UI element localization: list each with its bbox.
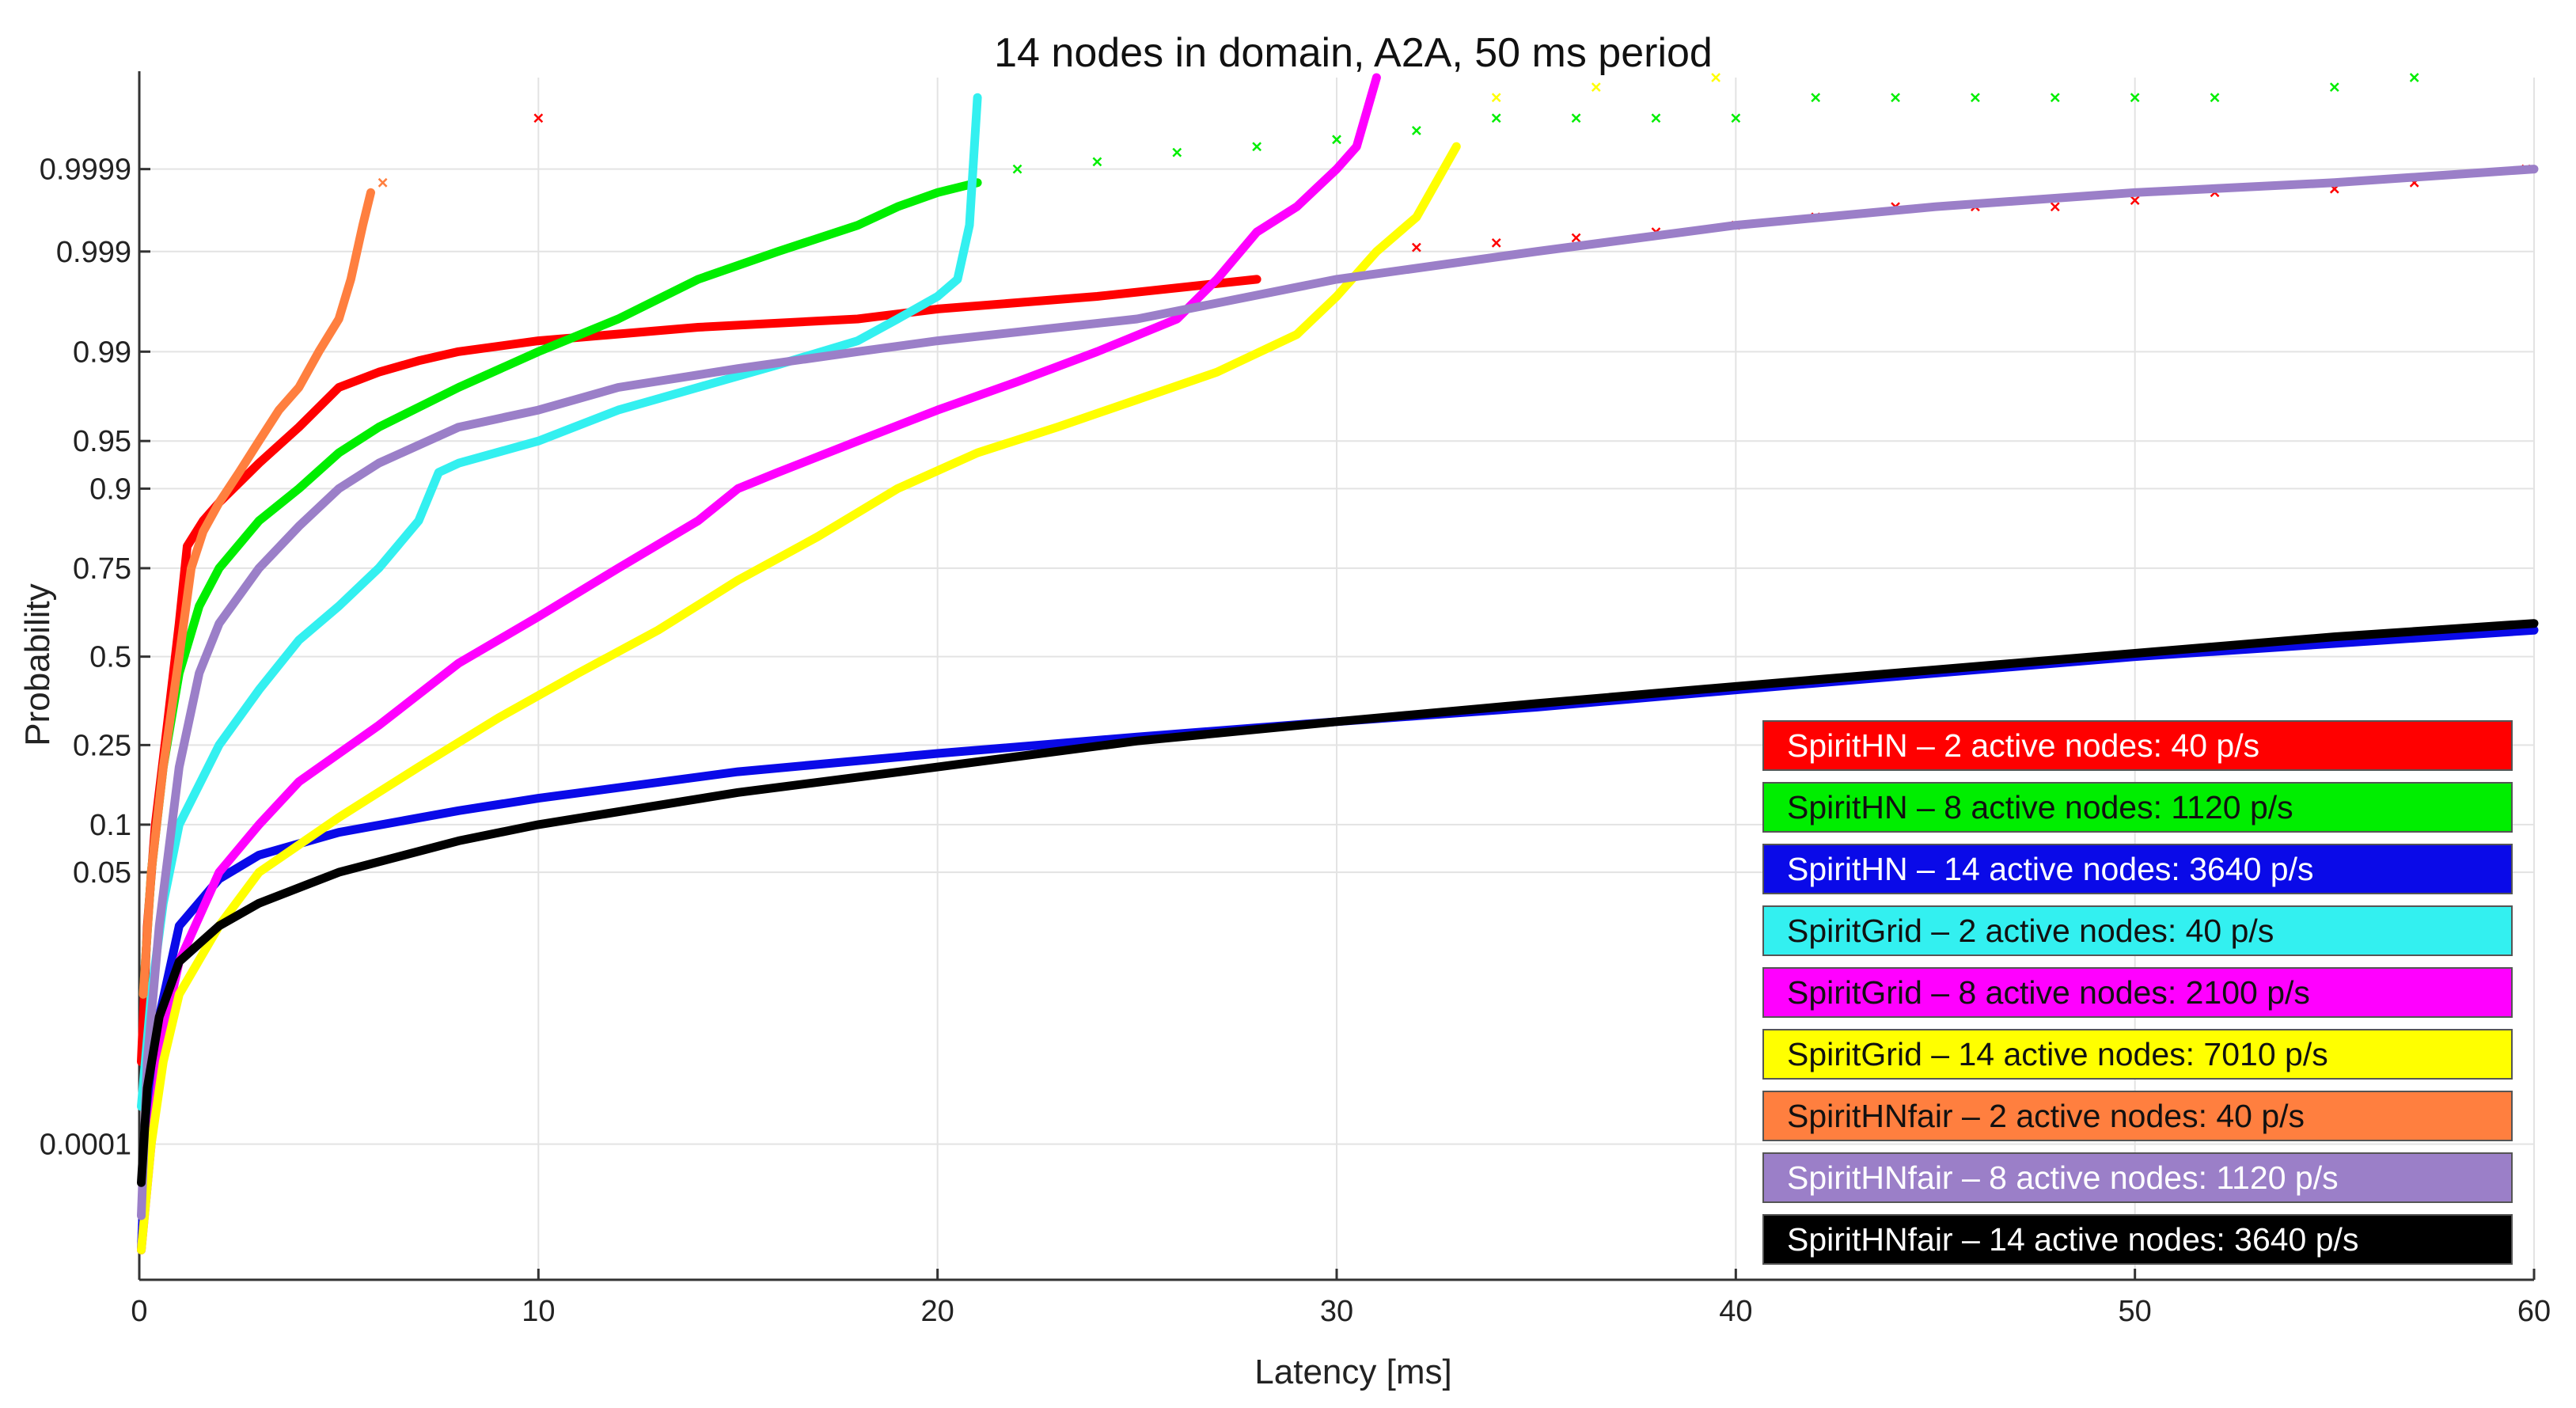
series-4 <box>137 93 982 1111</box>
outlier-point <box>1172 147 1182 157</box>
y-tick-label: 0.9 <box>89 472 131 506</box>
y-tick-label: 0.9999 <box>40 154 131 187</box>
y-tick-label: 0.99 <box>73 336 131 369</box>
y-tick-label: 0.75 <box>73 552 131 586</box>
y-tick-label: 0.999 <box>56 236 131 269</box>
series-6 <box>137 73 1721 1254</box>
x-axis-label: Latency [ms] <box>1254 1353 1451 1391</box>
series-line <box>137 619 2539 1187</box>
outlier-point <box>2130 195 2140 205</box>
series-9 <box>137 619 2539 1187</box>
legend-swatch <box>1762 1029 2513 1080</box>
legend-label: SpiritHN – 14 active nodes: 3640 p/s <box>1787 851 2314 887</box>
x-tick-label: 60 <box>2517 1295 2551 1328</box>
y-tick-label: 0.05 <box>73 856 131 890</box>
outlier-point <box>2409 73 2419 82</box>
outlier-point <box>1571 113 1581 123</box>
y-tick-label: 0.1 <box>89 809 131 842</box>
legend-swatch <box>1762 782 2513 833</box>
legend-item: SpiritHNfair – 8 active nodes: 1120 p/s <box>1762 1152 2513 1203</box>
axes-frame <box>138 71 2536 1281</box>
outlier-point <box>1332 135 1341 145</box>
outlier-point <box>533 113 544 123</box>
legend-swatch <box>1762 720 2513 771</box>
legend-label: SpiritHN – 2 active nodes: 40 p/s <box>1787 727 2259 764</box>
x-tick-label: 30 <box>1320 1295 1353 1328</box>
series-line <box>137 165 2539 1220</box>
legend-label: SpiritHNfair – 2 active nodes: 40 p/s <box>1787 1098 2305 1134</box>
legend-label: SpiritHNfair – 14 active nodes: 3640 p/s <box>1787 1221 2358 1258</box>
legend-label: SpiritGrid – 2 active nodes: 40 p/s <box>1787 913 2274 949</box>
outlier-point <box>1571 233 1581 243</box>
legend-item: SpiritGrid – 2 active nodes: 40 p/s <box>1762 905 2513 956</box>
series-line <box>138 188 375 999</box>
outlier-point <box>1252 142 1262 152</box>
outlier-point <box>1711 73 1721 82</box>
outlier-point <box>1491 238 1501 248</box>
outlier-point <box>1491 113 1501 123</box>
x-tick-label: 40 <box>1719 1295 1752 1328</box>
legend-item: SpiritHN – 2 active nodes: 40 p/s <box>1762 720 2513 771</box>
series-line <box>137 93 982 1111</box>
outlier-point <box>1971 93 1980 103</box>
series-5 <box>137 73 1381 1254</box>
outlier-point <box>2210 93 2220 103</box>
x-tick-label: 20 <box>921 1295 954 1328</box>
series-line <box>137 142 1461 1254</box>
legend-swatch <box>1762 967 2513 1018</box>
y-axis-label: Probability <box>18 583 57 746</box>
outlier-point <box>1811 93 1821 103</box>
x-tick-label: 50 <box>2119 1295 2152 1328</box>
y-tick-label: 0.5 <box>89 641 131 674</box>
series-layer <box>137 73 2539 1254</box>
chart-title: 14 nodes in domain, A2A, 50 ms period <box>994 30 1713 76</box>
legend-label: SpiritGrid – 14 active nodes: 7010 p/s <box>1787 1036 2328 1072</box>
legend-item: SpiritHNfair – 14 active nodes: 3640 p/s <box>1762 1214 2513 1265</box>
legend-swatch <box>1762 844 2513 894</box>
tick-labels: 0 10 20 30 40 50 60 0.0001 0.05 0.1 0.25 0.5 0.75 0.9… <box>40 154 2551 1328</box>
legend-swatch <box>1762 1152 2513 1203</box>
y-tick-label: 0.25 <box>73 729 131 762</box>
series-7 <box>138 177 388 999</box>
outlier-point <box>2050 202 2060 212</box>
outlier-point <box>2329 82 2339 93</box>
outlier-point <box>2130 93 2140 103</box>
outlier-point <box>2050 93 2060 103</box>
legend-swatch <box>1762 1214 2513 1265</box>
legend-label: SpiritHNfair – 8 active nodes: 1120 p/s <box>1787 1159 2339 1196</box>
outlier-point <box>1012 164 1022 174</box>
outlier-point <box>1651 113 1661 123</box>
outlier-point <box>377 177 388 188</box>
legend-label: SpiritHN – 8 active nodes: 1120 p/s <box>1787 789 2293 825</box>
y-tick-label: 0.95 <box>73 425 131 458</box>
legend: SpiritHN – 2 active nodes: 40 p/s SpiritH… <box>1762 720 2513 1265</box>
outlier-point <box>1731 113 1741 123</box>
outlier-point <box>1411 126 1421 135</box>
series-8 <box>137 165 2539 1220</box>
series-line <box>137 73 1381 1254</box>
y-tick-label: 0.0001 <box>40 1129 131 1162</box>
legend-swatch <box>1762 905 2513 956</box>
legend-swatch <box>1762 1091 2513 1141</box>
legend-item: SpiritHNfair – 2 active nodes: 40 p/s <box>1762 1091 2513 1141</box>
legend-item: SpiritHN – 14 active nodes: 3640 p/s <box>1762 844 2513 894</box>
outlier-point <box>1891 93 1900 103</box>
outlier-point <box>1411 242 1421 252</box>
legend-item: SpiritHN – 8 active nodes: 1120 p/s <box>1762 782 2513 833</box>
legend-label: SpiritGrid – 8 active nodes: 2100 p/s <box>1787 974 2310 1011</box>
outlier-point <box>1491 93 1501 103</box>
outlier-point <box>1092 157 1102 167</box>
legend-item: SpiritGrid – 14 active nodes: 7010 p/s <box>1762 1029 2513 1080</box>
outlier-point <box>1591 82 1601 93</box>
legend-item: SpiritGrid – 8 active nodes: 2100 p/s <box>1762 967 2513 1018</box>
x-tick-label: 10 <box>522 1295 555 1328</box>
x-tick-label: 0 <box>131 1295 147 1328</box>
